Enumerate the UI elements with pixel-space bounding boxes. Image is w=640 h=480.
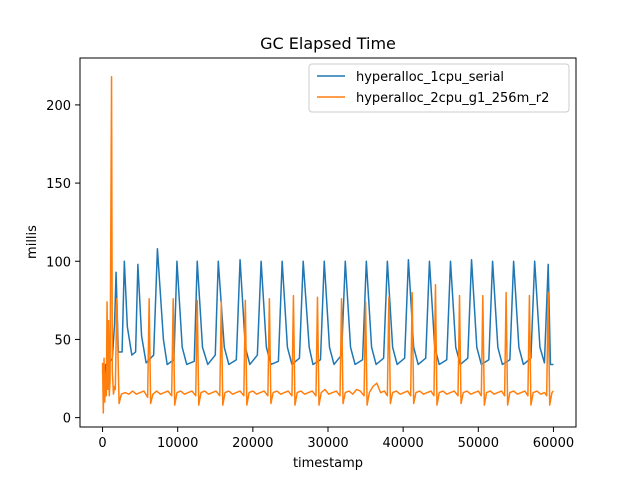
x-tick-label: 30000: [307, 436, 348, 451]
legend-label-series-2: hyperalloc_2cpu_g1_256m_r2: [356, 91, 549, 106]
y-tick-label: 200: [46, 99, 71, 114]
y-tick-label: 50: [54, 333, 71, 348]
legend: hyperalloc_1cpu_serial hyperalloc_2cpu_g…: [308, 63, 570, 113]
x-axis: 0 10000 20000 30000 40000 50000 60000: [98, 427, 574, 451]
x-tick-label: 60000: [533, 436, 574, 451]
series-line-1: [101, 248, 554, 388]
x-tick-label: 20000: [232, 436, 273, 451]
y-axis-label: millis: [25, 225, 40, 259]
y-tick-label: 100: [46, 255, 71, 270]
y-tick-label: 150: [46, 177, 71, 192]
x-axis-label: timestamp: [293, 456, 363, 471]
plot-area: [101, 76, 554, 414]
chart-title: GC Elapsed Time: [260, 34, 396, 53]
y-axis: 0 50 100 150 200: [46, 99, 80, 427]
x-tick-label: 50000: [458, 436, 499, 451]
series-line-2: [101, 76, 554, 414]
y-tick-label: 0: [63, 412, 71, 427]
legend-box: [308, 63, 570, 113]
x-tick-label: 0: [98, 436, 106, 451]
legend-label-series-1: hyperalloc_1cpu_serial: [356, 70, 504, 85]
x-tick-label: 40000: [382, 436, 423, 451]
plot-frame: [79, 57, 577, 428]
x-tick-label: 10000: [157, 436, 198, 451]
